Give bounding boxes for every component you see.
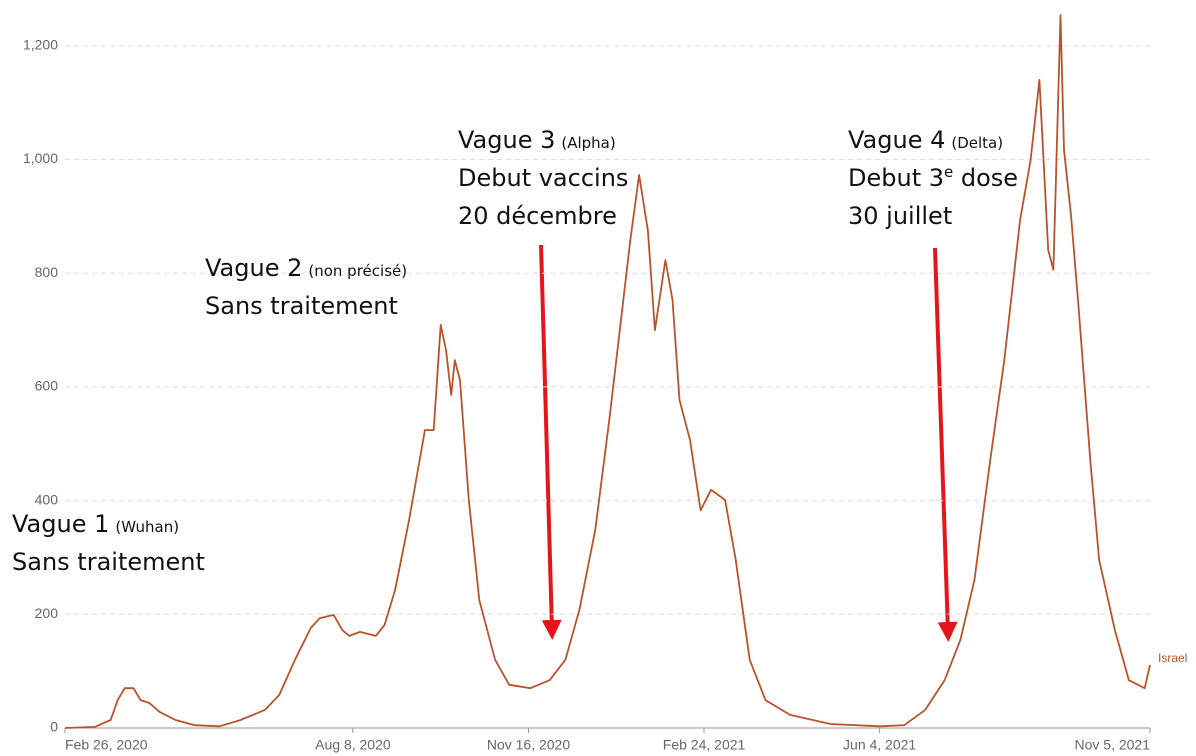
x-tick-label: Jun 4, 2021	[843, 737, 916, 753]
annotation-line: 20 décembre	[458, 202, 617, 230]
annotation-text: 30 juillet	[848, 202, 952, 230]
annotation-line: Debut vaccins	[458, 164, 628, 192]
annotation-text: Debut vaccins	[458, 164, 628, 192]
annotation-line: 30 juillet	[848, 202, 952, 230]
y-tick-label: 400	[35, 491, 59, 507]
arrow	[539, 244, 562, 640]
annotation-note: (non précisé)	[308, 262, 407, 280]
annotation-text: 20 décembre	[458, 202, 617, 230]
series-label: Israel	[1158, 651, 1187, 665]
x-tick-label: Nov 16, 2020	[487, 737, 570, 753]
annotation: Vague 3 (Alpha)	[458, 126, 616, 154]
y-tick-label: 200	[35, 605, 59, 621]
y-tick-label: 1,200	[23, 37, 58, 53]
y-tick-label: 0	[50, 719, 58, 735]
annotation-title: Vague 2	[205, 254, 302, 282]
x-tick-label: Feb 26, 2020	[65, 737, 148, 753]
x-tick-label: Aug 8, 2020	[315, 737, 391, 753]
annotation-note: (Alpha)	[561, 134, 615, 152]
annotation-title: Vague 3	[458, 126, 555, 154]
annotation-note: (Wuhan)	[115, 518, 179, 536]
annotation-note: (Delta)	[951, 134, 1003, 152]
x-tick-label: Nov 5, 2021	[1075, 737, 1151, 753]
annotation-line: Sans traitement	[205, 292, 398, 320]
annotation-title: Vague 1	[12, 510, 109, 538]
annotation-title: Vague 4	[848, 126, 945, 154]
annotation: Vague 4 (Delta)	[848, 126, 1003, 154]
annotation-text: Sans traitement	[12, 548, 205, 576]
series-line	[64, 14, 1151, 729]
x-tick-label: Feb 24, 2021	[663, 737, 746, 753]
annotation: Vague 1 (Wuhan)	[12, 510, 179, 538]
annotation-line: Sans traitement	[12, 548, 205, 576]
annotation-text: Sans traitement	[205, 292, 398, 320]
annotation-text: dose	[953, 164, 1018, 192]
y-tick-label: 600	[35, 378, 59, 394]
arrow	[933, 247, 958, 642]
y-tick-label: 800	[35, 264, 59, 280]
annotation: Vague 2 (non précisé)	[205, 254, 407, 282]
annotation-text: e	[944, 163, 953, 181]
annotation-line: Debut 3e dose	[848, 163, 1018, 192]
annotation-text: Debut 3	[848, 164, 944, 192]
y-tick-label: 1,000	[23, 150, 58, 166]
